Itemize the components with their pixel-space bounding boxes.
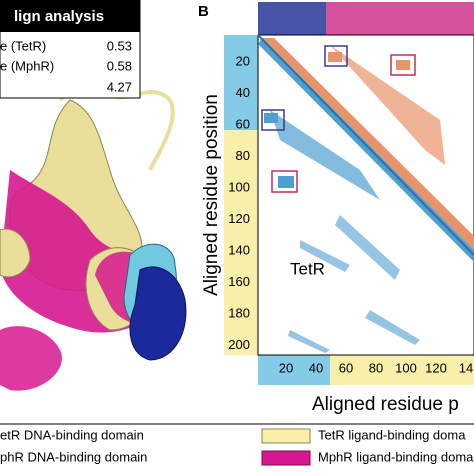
highlight-box [271,170,298,193]
domain-bar [258,2,326,35]
contact-pattern [257,34,474,353]
y-tick-label: 140 [228,242,250,257]
x-axis-label: Aligned residue p [312,394,459,415]
table-header: lign analysis [14,8,104,25]
protein-structure [0,84,187,391]
table-value: 0.53 [107,38,132,53]
x-tick-label: 120 [425,360,447,375]
table-label: e (TetR) [0,38,46,53]
y-tick-label: 180 [228,305,250,320]
domain-bar [258,355,330,385]
table-value: 0.58 [107,58,132,73]
map-annotation: TetR [290,259,325,278]
legend-swatch [261,428,311,444]
x-tick-label: 80 [369,360,383,375]
y-tick-label: 120 [228,211,250,226]
domain-bar [224,130,258,355]
table-label: e (MphR) [0,58,54,73]
legend-label: etR DNA-binding domain [0,427,144,442]
y-tick-label: 40 [236,85,250,100]
domain-bar [224,35,258,130]
panel-label: B [198,3,209,20]
contact-map [257,34,474,356]
domain-bar [326,2,474,35]
legend-swatch [261,450,311,466]
table-header-bg [0,0,140,32]
y-tick-label: 20 [236,53,250,68]
y-tick-label: 160 [228,274,250,289]
y-axis-label: Aligned residue position [201,94,222,296]
table-value: 4.27 [107,79,132,94]
x-tick-label: 40 [309,360,323,375]
x-tick-label: 60 [339,360,353,375]
y-tick-label: 200 [228,337,250,352]
x-tick-label: 14 [459,360,473,375]
y-tick-label: 80 [236,148,250,163]
highlight-box [390,54,416,76]
y-tick-label: 100 [228,179,250,194]
y-tick-label: 60 [236,116,250,131]
x-tick-label: 100 [395,360,417,375]
legend-label: phR DNA-binding domain [0,449,147,464]
highlight-box [261,109,285,131]
legend-label: TetR ligand-binding doma [318,427,466,442]
domain-bar [330,355,474,385]
legend-label: MphR ligand-binding doma [318,449,474,464]
x-tick-label: 20 [279,360,293,375]
highlight-box [324,45,348,67]
